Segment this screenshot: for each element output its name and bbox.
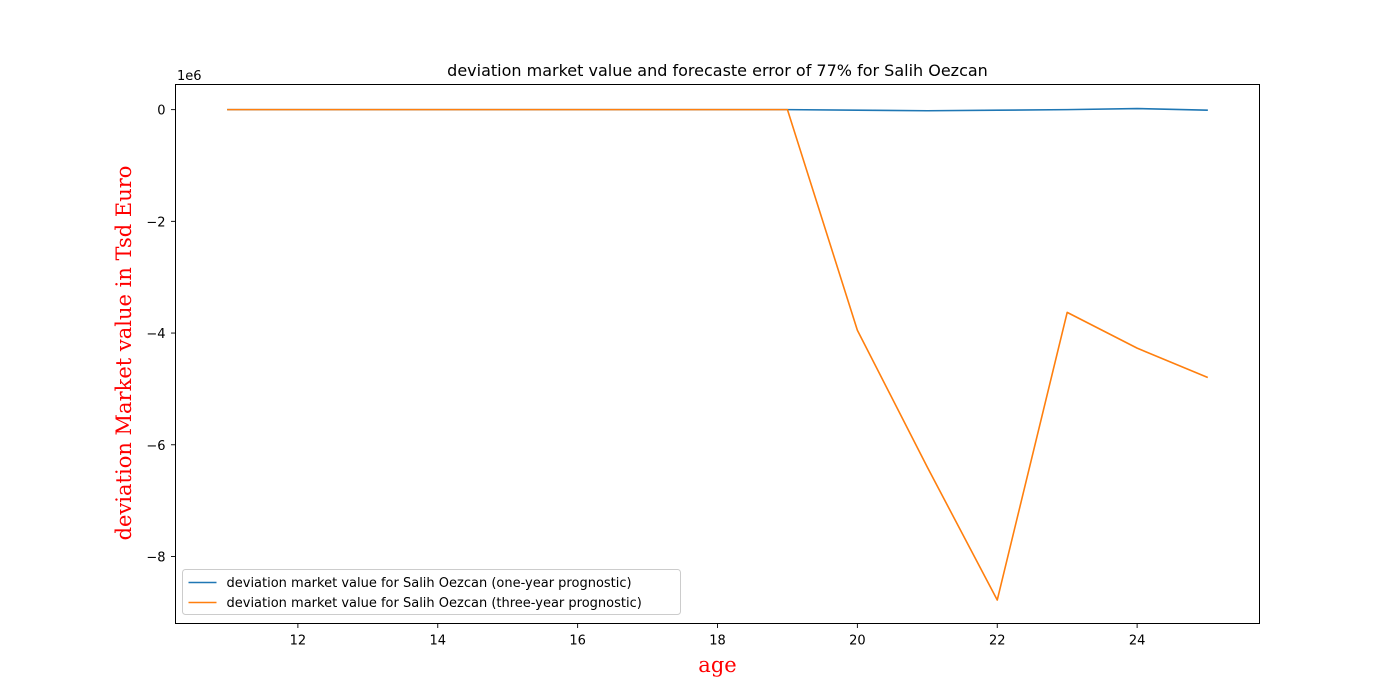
chart-title: deviation market value and forecaste err…	[447, 61, 988, 80]
x-tick-label: 16	[569, 634, 586, 649]
y-tick-label: −6	[146, 439, 165, 454]
y-tick-label: 0	[157, 104, 165, 119]
legend-label-2: deviation market value for Salih Oezcan …	[227, 596, 642, 611]
plot-area	[227, 107, 1209, 601]
legend-box	[182, 569, 681, 615]
x-tick-label: 12	[290, 634, 307, 649]
series-line-2	[227, 108, 1209, 601]
x-axis: 12 14 16 18 20 22 24	[290, 623, 1146, 649]
y-tick-label: −2	[146, 215, 165, 230]
y-axis: 0 −2 −4 −6 −8	[146, 104, 176, 565]
x-tick-label: 24	[1129, 634, 1146, 649]
x-tick-label: 22	[989, 634, 1006, 649]
y-offset-text: 1e6	[177, 69, 202, 84]
legend: deviation market value for Salih Oezcan …	[182, 569, 681, 615]
x-tick-label: 14	[429, 634, 446, 649]
x-axis-label: age	[698, 653, 736, 677]
y-tick-label: −8	[146, 550, 165, 565]
y-axis-label: deviation Market value in Tsd Euro	[112, 166, 136, 541]
x-tick-label: 18	[709, 634, 726, 649]
legend-label-1: deviation market value for Salih Oezcan …	[227, 576, 632, 591]
y-tick-label: −4	[146, 327, 165, 342]
x-tick-label: 20	[849, 634, 866, 649]
